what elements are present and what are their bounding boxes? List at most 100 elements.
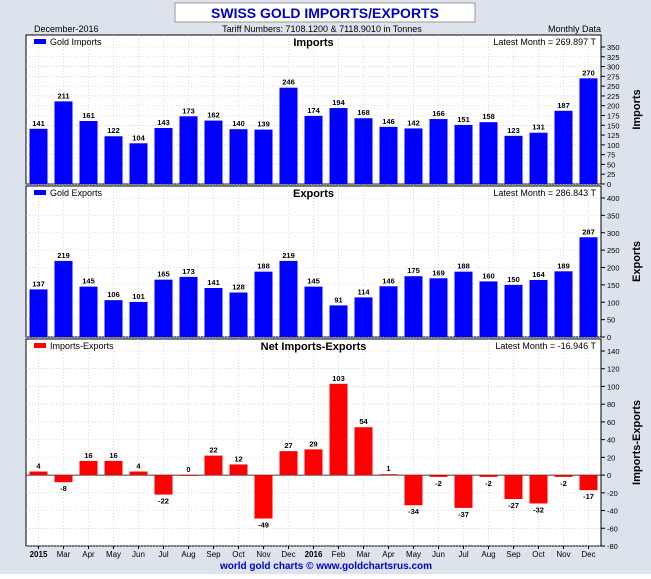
net-value-label: 4 [36,462,41,471]
exports-value-label: 114 [357,287,370,296]
net-bar [204,455,223,476]
exports-bar [279,260,298,337]
net-ytick-label: 80 [607,400,615,409]
net-bar [404,475,423,506]
imports-latest-month: Latest Month = 269.897 T [493,37,596,47]
imports-bar [329,108,348,184]
net-ytick-label: 0 [607,471,611,480]
net-ytick-label: -80 [607,542,618,551]
net-value-label: -2 [435,479,442,488]
imports-bar [379,126,398,184]
xtick-label: Aug [181,550,195,559]
exports-ytick-label: 200 [607,264,620,273]
imports-ytick-label: 350 [607,43,620,52]
exports-value-label: 164 [532,270,545,279]
net-bar [254,475,273,519]
exports-ytick-label: 100 [607,298,620,307]
net-value-label: -22 [158,497,169,506]
imports-ytick-label: 175 [607,112,620,121]
frequency-label: Monthly Data [548,24,601,34]
imports-ytick-label: 100 [607,141,620,150]
imports-value-label: 246 [282,78,295,87]
exports-bar [479,281,498,337]
net-legend-swatch [34,343,46,348]
net-value-label: -37 [458,510,469,519]
exports-yaxis-title: Exports [631,241,643,282]
imports-ytick-label: 300 [607,63,620,72]
net-bar [304,449,323,476]
chart-title: SWISS GOLD IMPORTS/EXPORTS [211,5,439,21]
net-bar [504,475,523,500]
exports-ytick-label: 300 [607,229,620,238]
net-bar [229,464,248,476]
imports-value-label: 168 [357,108,370,117]
exports-bar [154,279,173,337]
net-bar [429,475,448,477]
net-bar [554,475,573,477]
net-value-label: -34 [408,507,420,516]
imports-value-label: 131 [532,123,545,132]
imports-ytick-label: 150 [607,121,620,130]
exports-bar [579,237,598,337]
xtick-label: Jul [458,550,468,559]
imports-value-label: 139 [257,120,270,129]
exports-value-label: 169 [432,268,445,277]
imports-legend-label: Gold Imports [50,37,102,47]
exports-value-label: 165 [157,270,170,279]
net-value-label: -32 [533,505,544,514]
net-ytick-label: 40 [607,436,615,445]
net-bar [529,475,548,504]
xtick-label: Jun [432,550,445,559]
chart-panels: 0255075100125150175200225250275300325350… [25,34,643,551]
net-value-label: 54 [359,417,368,426]
net-bar [29,471,48,476]
imports-bar [179,116,198,184]
net-value-label: 1 [386,464,390,473]
tariff-label: Tariff Numbers: 7108.1200 & 7118.9010 in… [222,24,422,34]
imports-bar [204,120,223,184]
exports-value-label: 188 [257,262,270,271]
xtick-label: Jul [158,550,168,559]
net-bar [354,427,373,476]
imports-ytick-label: 75 [607,151,615,160]
net-ytick-label: 100 [607,382,620,391]
exports-bar [104,300,123,337]
net-bar [54,475,73,483]
xtick-label: Dec [281,550,295,559]
exports-bar [54,260,73,337]
net-bar [79,460,98,476]
exports-value-label: 189 [557,261,570,270]
imports-bar [104,136,123,184]
imports-bar [254,129,273,184]
xtick-label: Jun [132,550,145,559]
net-bar [179,475,198,476]
imports-ytick-label: 250 [607,82,620,91]
exports-legend-label: Gold Exports [50,188,103,198]
imports-value-label: 158 [482,112,495,121]
exports-value-label: 146 [382,276,395,285]
imports-ytick-label: 225 [607,92,620,101]
footer-credit: world gold charts © www.goldchartsrus.co… [219,561,432,572]
net-value-label: 29 [309,439,317,448]
net-bar [479,475,498,477]
net-value-label: 22 [209,446,217,455]
net-bar [129,471,148,476]
imports-bar [229,129,248,184]
net-value-label: -2 [485,479,492,488]
exports-bar [229,292,248,337]
exports-bar [404,276,423,337]
net-ytick-label: 140 [607,347,620,356]
net-bar [579,475,598,491]
xtick-label: Mar [57,550,71,559]
net-latest-month: Latest Month = -16.946 T [495,341,596,351]
imports-value-label: 151 [457,115,470,124]
imports-value-label: 162 [207,111,220,120]
imports-bar [554,110,573,184]
imports-ytick-label: 0 [607,180,611,189]
net-ytick-label: 20 [607,453,615,462]
imports-bar [579,78,598,184]
exports-value-label: 106 [107,290,120,299]
net-value-label: -49 [258,521,269,530]
xtick-label: Nov [256,550,270,559]
